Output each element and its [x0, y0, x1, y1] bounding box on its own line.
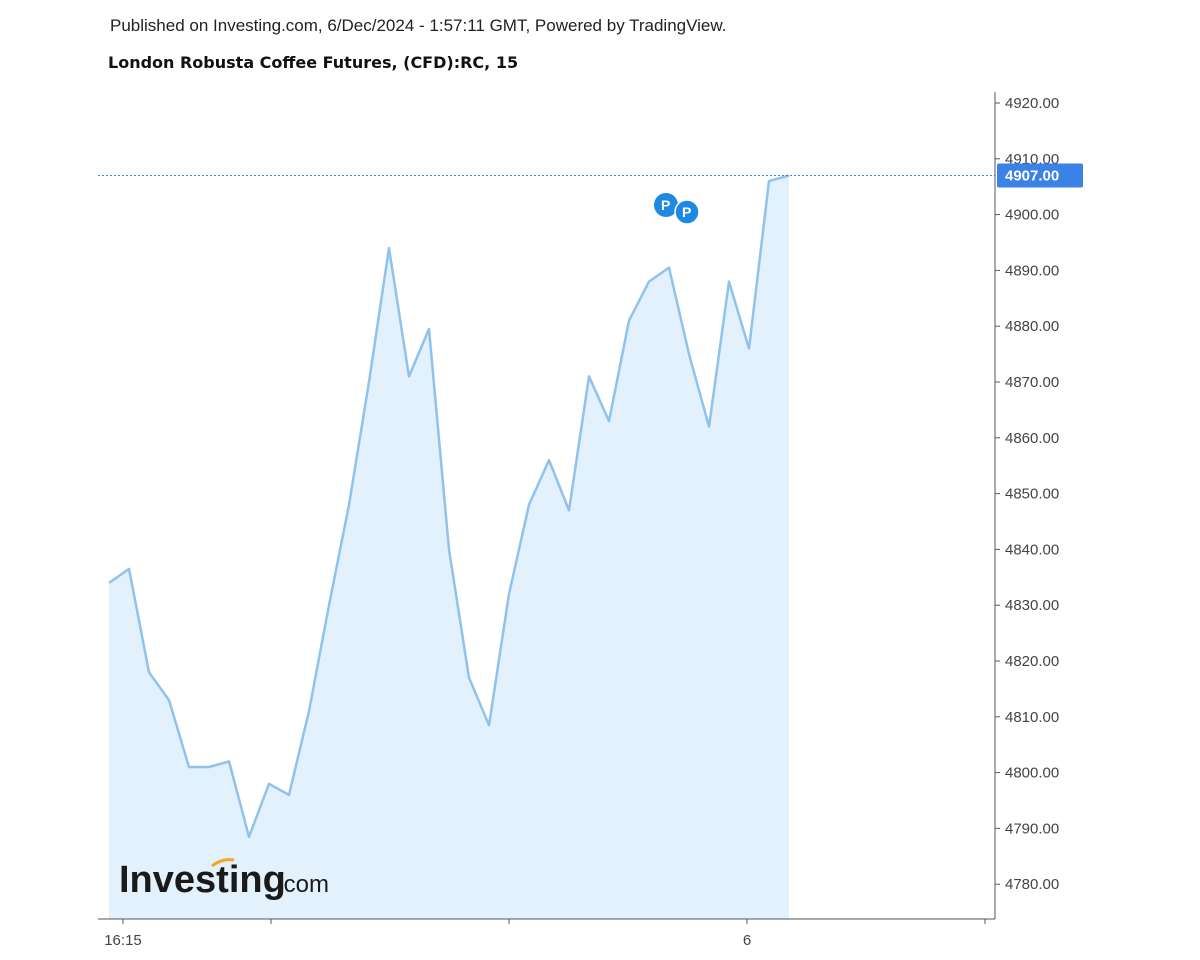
- y-axis-ticks: 4920.004910.004900.004890.004880.004870.…: [995, 95, 1059, 893]
- y-tick-label: 4830.00: [1005, 597, 1059, 614]
- y-tick-label: 4920.00: [1005, 95, 1059, 112]
- logo-text-main: Investing: [119, 859, 286, 901]
- y-tick-label: 4780.00: [1005, 876, 1059, 893]
- y-tick-label: 4850.00: [1005, 486, 1059, 503]
- published-note: Published on Investing.com, 6/Dec/2024 -…: [110, 16, 727, 35]
- event-markers[interactable]: P P: [654, 193, 700, 225]
- y-tick-label: 4860.00: [1005, 430, 1059, 447]
- x-axis-ticks: 16:15 6: [104, 919, 986, 949]
- y-tick-label: 4870.00: [1005, 374, 1059, 391]
- last-price-badge-bg: [997, 163, 1083, 188]
- x-tick-label: 6: [743, 932, 751, 949]
- y-tick-label: 4900.00: [1005, 207, 1059, 224]
- chart-title: London Robusta Coffee Futures, (CFD):RC,…: [108, 53, 519, 72]
- event-marker-label: P: [661, 197, 670, 213]
- event-marker-p[interactable]: [654, 193, 678, 217]
- logo-swoosh-icon: [211, 858, 235, 868]
- event-marker-label: P: [682, 204, 691, 220]
- y-tick-label: 4810.00: [1005, 709, 1059, 726]
- last-price-label: 4907.00: [1005, 168, 1059, 185]
- investing-logo: Investing .com: [119, 858, 329, 901]
- y-tick-label: 4880.00: [1005, 318, 1059, 335]
- y-tick-label: 4790.00: [1005, 820, 1059, 837]
- y-tick-label: 4800.00: [1005, 765, 1059, 782]
- price-line[interactable]: [108, 174, 790, 839]
- price-area-fill: [109, 175, 789, 919]
- logo-text-sub: .com: [277, 871, 329, 898]
- y-tick-label: 4890.00: [1005, 262, 1059, 279]
- y-tick-label: 4840.00: [1005, 541, 1059, 558]
- event-marker-p[interactable]: [674, 199, 700, 225]
- x-tick-label: 16:15: [104, 932, 142, 949]
- last-price-badge: 4907.00: [997, 163, 1083, 188]
- y-tick-label: 4820.00: [1005, 653, 1059, 670]
